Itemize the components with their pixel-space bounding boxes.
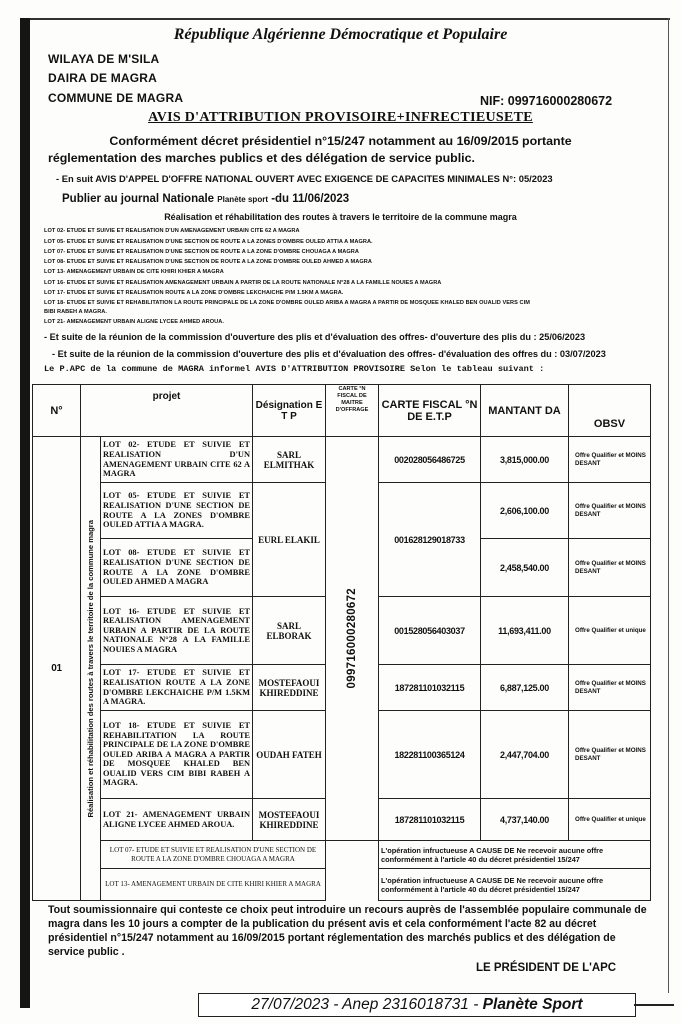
- table-row: 01 Réalisation et réhabilitation des rou…: [32, 436, 651, 901]
- carte-etp-cell: 001528056403037: [378, 596, 481, 665]
- montant-cell: 4,737,140.00: [480, 798, 569, 841]
- obsv-cell: Offre Qualifier et MOINS DESANT: [568, 664, 651, 711]
- obsv-cell: Offre Qualifier et MOINS DESANT: [568, 710, 651, 799]
- footer-rule: [634, 1004, 674, 1006]
- publication-footer: 27/07/2023 - Anep 2316018731 - Planète S…: [198, 993, 636, 1017]
- montant-cell: 2,458,540.00: [480, 538, 569, 597]
- table-row: LOT 08- ETUDE ET SUIVIE ET REALISATION D…: [33, 538, 651, 597]
- attribution-table: N° projet Désignation E T P CARTE °N FIS…: [32, 384, 651, 901]
- lot-item: LOT 05- ETUDE ET SUIVIE ET REALISATION D…: [44, 239, 373, 245]
- footer-date: 27/07/2023: [251, 996, 329, 1013]
- meeting-evaluation: - Et suite de la réunion de la commissio…: [52, 349, 606, 359]
- obsv-cell: Offre Qualifier et unique: [568, 596, 651, 665]
- lot-item: LOT 13- AMENAGEMENT URBAIN DE CITE KHIRI…: [44, 269, 224, 275]
- empty-cell: [326, 841, 379, 901]
- projet-cell: LOT 05- ETUDE ET SUIVIE ET REALISATION D…: [100, 482, 253, 539]
- projet-cell: LOT 13- AMENAGEMENT URBAIN DE CITE KHIRI…: [100, 868, 326, 901]
- projet-cell: LOT 08- ETUDE ET SUIVIE ET REALISATION D…: [100, 538, 253, 597]
- tender-ref: - En suit AVIS D'APPEL D'OFFRE NATIONAL …: [56, 173, 553, 184]
- lot-item: LOT 18- ETUDE ET SUIVIE ET REHABILITATIO…: [44, 300, 530, 306]
- table-row: LOT 21- AMENAGEMENT URBAIN ALIGNE LYCEE …: [33, 798, 651, 841]
- lot-item: LOT 21- AMENAGEMENT URBAIN ALIGNE LYCEE …: [44, 319, 224, 325]
- carte-etp-cell: 182281100365124: [378, 710, 481, 799]
- designation-cell: SARL ELBORAK: [252, 596, 326, 665]
- notice-title: AVIS D'ATTRIBUTION PROVISOIRE+INFRECTIEU…: [148, 110, 533, 125]
- nif: NIF: 099716000280672: [480, 94, 613, 108]
- projet-cell: LOT 16- ETUDE ET SUIVIE ET REALISATION A…: [100, 596, 253, 665]
- designation-cell: EURL ELAKIL: [252, 482, 326, 597]
- carte-maitre: 099716000280672: [346, 588, 358, 689]
- lot-item: LOT 02- ETUDE ET SUIVIE ET REALISATION D…: [44, 228, 300, 234]
- col-carte-maitre: CARTE °N FISCAL DE MAITRE D'OFFRAGE: [325, 384, 379, 437]
- montant-cell: 2,447,704.00: [480, 710, 569, 799]
- carte-etp-cell: 187281101032115: [378, 798, 481, 841]
- montant-cell: 6,887,125.00: [480, 664, 569, 711]
- projet-cell: LOT 21- AMENAGEMENT URBAIN ALIGNE LYCEE …: [100, 798, 253, 841]
- commune: COMMUNE DE MAGRA: [48, 91, 184, 105]
- designation-cell: SARL ELMITHAK: [252, 436, 326, 483]
- lot-item: BIBI RABEH A MAGRA.: [44, 309, 107, 315]
- carte-etp-cell: 001628129018733: [378, 482, 481, 597]
- scan-border-right: [668, 18, 669, 993]
- designation-cell: MOSTEFAOUI KHIREDDINE: [252, 664, 326, 711]
- journal-name: Planète sport: [217, 195, 268, 204]
- recourse-notice: Tout soumissionnaire qui conteste ce cho…: [48, 904, 647, 958]
- table-row: LOT 05- ETUDE ET SUIVIE ET REALISATION D…: [33, 482, 651, 597]
- publication-date: -du 11/06/2023: [271, 193, 350, 205]
- carte-etp-cell: 002028056486725: [378, 436, 481, 483]
- meeting-ouverture: - Et suite de la réunion de la commissio…: [44, 332, 586, 342]
- attribution-statement: Le P.APC de la commune de MAGRA informel…: [44, 364, 545, 374]
- col-carte-etp: CARTE FISCAL °N DE E.T.P: [378, 384, 481, 437]
- table-row: LOT 18- ETUDE ET SUIVIE ET REHABILITATIO…: [33, 710, 651, 799]
- intro-line2: réglementation des marches publics et de…: [48, 151, 475, 165]
- subject-vertical: Réalisation et réhabilitation des routes…: [86, 519, 95, 818]
- lot-item: LOT 07- ETUDE ET SUIVIE ET REALISATION D…: [44, 249, 359, 255]
- col-n: N°: [32, 384, 81, 437]
- montant-cell: 3,815,000.00: [480, 436, 569, 483]
- obsv-cell: Offre Qualifier et MOINS DESANT: [568, 538, 651, 597]
- table-row-infructueux: LOT 07- ETUDE ET SUIVIE ET REALISATION D…: [33, 840, 651, 869]
- table-row: LOT 17- ETUDE ET SUIVIE ET REALISATION R…: [33, 664, 651, 711]
- lot-item: LOT 16- ETUDE ET SUIVIE ET REALISATION A…: [44, 280, 442, 286]
- subject: Réalisation et réhabilitation des routes…: [164, 212, 517, 222]
- publication: Publier au journal Nationale Planète spo…: [62, 193, 349, 205]
- lot-item: LOT 08- ETUDE ET SUIVIE ET REALISATION D…: [44, 259, 372, 265]
- projet-cell: LOT 07- ETUDE ET SUIVIE ET REALISATION D…: [100, 840, 326, 869]
- footer-anep: - Anep 2316018731 -: [328, 996, 483, 1013]
- republic-title: République Algérienne Démocratique et Po…: [173, 26, 508, 43]
- projet-cell: LOT 17- ETUDE ET SUIVIE ET REALISATION R…: [100, 664, 253, 711]
- obsv-cell: Offre Qualifier et unique: [568, 798, 651, 841]
- projet-cell: LOT 18- ETUDE ET SUIVIE ET REHABILITATIO…: [100, 710, 253, 799]
- infructueux-note: L'opération infructueuse A CAUSE DE Ne r…: [378, 840, 651, 869]
- publication-label: Publier au journal Nationale: [62, 193, 215, 205]
- col-projet: projet: [80, 384, 253, 437]
- table-row-infructueux: LOT 13- AMENAGEMENT URBAIN DE CITE KHIRI…: [33, 868, 651, 901]
- designation-cell: OUDAH FATEH: [252, 710, 326, 799]
- obsv-cell: Offre Qualifier et MOINS DESANT: [568, 436, 651, 483]
- footer-paper: Planète Sport: [482, 996, 583, 1013]
- projet-cell: LOT 02- ETUDE ET SUIVIE ET REALISATION D…: [100, 436, 253, 483]
- montant-cell: 11,693,411.00: [480, 596, 569, 665]
- subject-vertical-cell: Réalisation et réhabilitation des routes…: [80, 436, 101, 901]
- col-montant: MANTANT DA: [480, 384, 569, 437]
- table-row: LOT 16- ETUDE ET SUIVIE ET REALISATION A…: [33, 596, 651, 665]
- infructueux-note: L'opération infructueuse A CAUSE DE Ne r…: [378, 868, 651, 901]
- scan-border: [20, 18, 30, 1008]
- daira: DAIRA DE MAGRA: [48, 71, 158, 85]
- table-header: N° projet Désignation E T P CARTE °N FIS…: [32, 384, 651, 437]
- scan-border-top: [30, 18, 670, 20]
- montant-cell: 2,606,100.00: [480, 482, 569, 539]
- designation-cell: MOSTEFAOUI KHIREDDINE: [252, 798, 326, 841]
- lot-item: LOT 17- ETUDE ET SUIVIE ET REALISATION R…: [44, 290, 344, 296]
- row-number: 01: [32, 436, 81, 901]
- intro-line1: Conformément décret présidentiel n°15/24…: [109, 134, 572, 148]
- wilaya: WILAYA DE M'SILA: [48, 52, 160, 66]
- carte-maitre-cell: 099716000280672: [325, 436, 379, 841]
- col-obsv: OBSV: [568, 384, 651, 437]
- obsv-cell: Offre Qualifier et MOINS DESANT: [568, 482, 651, 539]
- col-designation: Désignation E T P: [252, 384, 326, 437]
- carte-etp-cell: 187281101032115: [378, 664, 481, 711]
- signature: LE PRÉSIDENT DE L'APC: [476, 962, 617, 974]
